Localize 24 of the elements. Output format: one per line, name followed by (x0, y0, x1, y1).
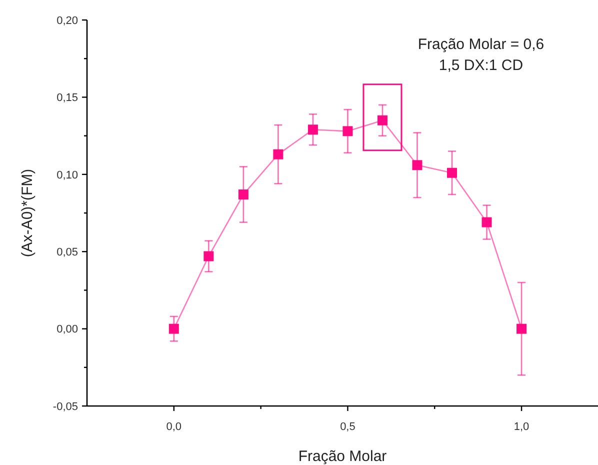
y-tick-label: 0,10 (56, 169, 78, 182)
x-axis-title: Fração Molar (298, 448, 387, 465)
point (482, 217, 492, 228)
point (377, 115, 388, 126)
point (447, 168, 457, 178)
annotation: 1,5 DX:1 CD (438, 57, 524, 74)
x-tick-label: 0,5 (340, 421, 356, 433)
y-tick-label: 0,15 (56, 92, 78, 104)
point (412, 160, 422, 170)
x-tick-label: 1,0 (514, 421, 530, 433)
point (308, 124, 318, 135)
y-tick-label: 0,05 (56, 246, 78, 258)
point (342, 126, 353, 136)
y-tick-label: 0,20 (56, 14, 78, 27)
annotation: Fração Molar = 0,6 (418, 36, 544, 53)
y-tick-label: 0,00 (56, 324, 78, 336)
point (238, 189, 248, 200)
y-axis-title: (Ax-A0)*(FM) (19, 168, 36, 258)
x-tick-label: 0,0 (166, 421, 182, 433)
y-tick-label: -0,05 (52, 400, 78, 413)
point (516, 324, 527, 334)
point (168, 324, 179, 334)
point (204, 251, 214, 262)
point (273, 149, 284, 160)
